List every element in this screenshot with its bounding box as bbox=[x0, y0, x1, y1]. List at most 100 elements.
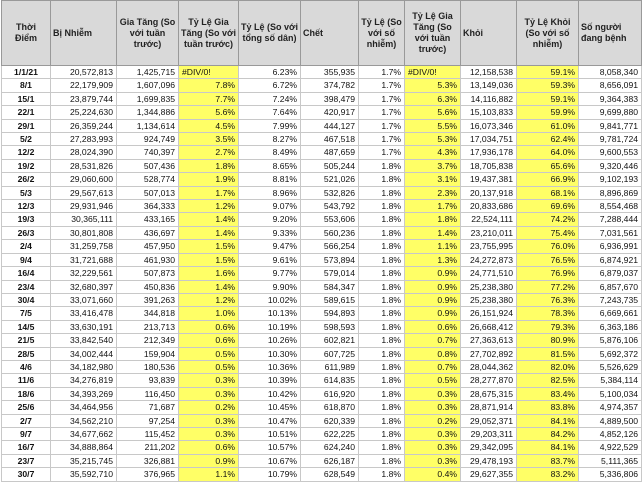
active-cases-cell: 9,600,553 bbox=[578, 145, 642, 160]
increase-rate-cell: 1.4% bbox=[178, 279, 239, 294]
table-row: 12/2 28,024,390 740,397 2.7% 8.49% 487,659 1.7… bbox=[1, 145, 642, 160]
death-rate-cell: 1.7% bbox=[358, 145, 405, 160]
increase-rate-cell: 0.6% bbox=[178, 319, 239, 335]
date-cell: 23/4 bbox=[1, 279, 51, 294]
deaths-cell: 573,894 bbox=[300, 252, 359, 268]
death-rate-cell: 1.8% bbox=[358, 413, 405, 428]
recovered-cell: 24,272,873 bbox=[460, 252, 517, 268]
increase-rate-cell: 1.5% bbox=[178, 239, 239, 254]
date-cell: 30/4 bbox=[1, 292, 51, 308]
population-rate-cell: 10.42% bbox=[238, 386, 301, 402]
recovered-cell: 29,478,193 bbox=[460, 453, 517, 469]
infected-cell: 23,879,744 bbox=[50, 91, 117, 107]
recovery-rate-cell: 80.9% bbox=[516, 333, 579, 348]
deaths-cell: 611,989 bbox=[300, 359, 359, 375]
death-increase-rate-cell: 1.7% bbox=[404, 199, 461, 214]
death-increase-rate-cell: 0.6% bbox=[404, 319, 461, 335]
increase-rate-cell: 0.6% bbox=[178, 333, 239, 348]
population-rate-cell: 9.20% bbox=[238, 212, 301, 227]
deaths-cell: 543,792 bbox=[300, 199, 359, 214]
recovered-cell: 29,203,311 bbox=[460, 426, 517, 442]
active-cases-cell: 4,922,529 bbox=[578, 440, 642, 455]
recovery-rate-cell: 79.3% bbox=[516, 319, 579, 335]
recovered-cell: 28,675,315 bbox=[460, 386, 517, 402]
recovery-rate-cell: 82.0% bbox=[516, 359, 579, 375]
population-rate-cell: 9.77% bbox=[238, 266, 301, 281]
recovered-cell: 23,210,011 bbox=[460, 225, 517, 241]
recovery-rate-cell: 75.4% bbox=[516, 225, 579, 241]
death-increase-rate-cell: 1.3% bbox=[404, 252, 461, 268]
header-row: Thời Điểm Bị Nhiễm Gia Tăng (So với tuần t… bbox=[1, 0, 642, 66]
date-cell: 12/3 bbox=[1, 199, 51, 214]
increase-rate-cell: 1.1% bbox=[178, 467, 239, 482]
death-rate-cell: 1.7% bbox=[358, 91, 405, 107]
recovery-rate-cell: 77.2% bbox=[516, 279, 579, 294]
deaths-cell: 532,826 bbox=[300, 185, 359, 201]
date-cell: 2/4 bbox=[1, 239, 51, 254]
date-cell: 9/7 bbox=[1, 426, 51, 442]
column-header: Chết bbox=[300, 0, 359, 66]
increase-rate-cell: #DIV/0! bbox=[178, 64, 239, 80]
date-cell: 12/2 bbox=[1, 145, 51, 160]
infected-cell: 34,393,269 bbox=[50, 386, 117, 402]
death-increase-rate-cell: 1.8% bbox=[404, 212, 461, 227]
recovery-rate-cell: 76.9% bbox=[516, 266, 579, 281]
infected-cell: 34,562,210 bbox=[50, 413, 117, 428]
active-cases-cell: 7,243,735 bbox=[578, 292, 642, 308]
recovery-rate-cell: 83.8% bbox=[516, 400, 579, 415]
population-rate-cell: 7.24% bbox=[238, 91, 301, 107]
active-cases-cell: 4,852,126 bbox=[578, 426, 642, 442]
death-increase-rate-cell: 0.2% bbox=[404, 413, 461, 428]
increase-rate-cell: 4.5% bbox=[178, 118, 239, 134]
date-cell: 15/1 bbox=[1, 91, 51, 107]
infected-cell: 34,002,444 bbox=[50, 346, 117, 361]
deaths-cell: 626,187 bbox=[300, 453, 359, 469]
infected-cell: 33,071,660 bbox=[50, 292, 117, 308]
recovered-cell: 29,342,095 bbox=[460, 440, 517, 455]
population-rate-cell: 10.13% bbox=[238, 306, 301, 321]
date-cell: 26/3 bbox=[1, 225, 51, 241]
increase-cell: 1,344,886 bbox=[116, 105, 179, 120]
recovered-cell: 28,871,914 bbox=[460, 400, 517, 415]
recovery-rate-cell: 76.3% bbox=[516, 292, 579, 308]
recovered-cell: 22,524,111 bbox=[460, 212, 517, 227]
table-row: 9/4 31,721,688 461,930 1.5% 9.61% 573,894 1.8%… bbox=[1, 252, 642, 268]
infected-cell: 29,567,613 bbox=[50, 185, 117, 201]
population-rate-cell: 10.51% bbox=[238, 426, 301, 442]
increase-rate-cell: 1.4% bbox=[178, 225, 239, 241]
increase-cell: 212,349 bbox=[116, 333, 179, 348]
death-increase-rate-cell: 0.3% bbox=[404, 386, 461, 402]
population-rate-cell: 10.79% bbox=[238, 467, 301, 482]
recovery-rate-cell: 62.4% bbox=[516, 132, 579, 147]
infected-cell: 34,464,956 bbox=[50, 400, 117, 415]
table-row: 5/3 29,567,613 507,013 1.7% 8.96% 532,826 1.8%… bbox=[1, 185, 642, 201]
deaths-cell: 398,479 bbox=[300, 91, 359, 107]
death-rate-cell: 1.8% bbox=[358, 453, 405, 469]
increase-rate-cell: 7.7% bbox=[178, 91, 239, 107]
recovery-rate-cell: 61.0% bbox=[516, 118, 579, 134]
death-rate-cell: 1.8% bbox=[358, 386, 405, 402]
death-rate-cell: 1.8% bbox=[358, 373, 405, 388]
deaths-cell: 614,835 bbox=[300, 373, 359, 388]
increase-rate-cell: 5.6% bbox=[178, 105, 239, 120]
increase-cell: 326,881 bbox=[116, 453, 179, 469]
active-cases-cell: 9,364,383 bbox=[578, 91, 642, 107]
death-rate-cell: 1.8% bbox=[358, 440, 405, 455]
death-rate-cell: 1.8% bbox=[358, 306, 405, 321]
increase-rate-cell: 0.9% bbox=[178, 453, 239, 469]
infected-cell: 31,259,758 bbox=[50, 239, 117, 254]
infected-cell: 27,283,993 bbox=[50, 132, 117, 147]
recovery-rate-cell: 83.4% bbox=[516, 386, 579, 402]
table-row: 8/1 22,179,909 1,607,096 7.8% 6.72% 374,782 1.… bbox=[1, 78, 642, 93]
increase-cell: 528,774 bbox=[116, 172, 179, 187]
death-increase-rate-cell: 0.9% bbox=[404, 306, 461, 321]
deaths-cell: 602,821 bbox=[300, 333, 359, 348]
infected-cell: 34,677,662 bbox=[50, 426, 117, 442]
population-rate-cell: 10.67% bbox=[238, 453, 301, 469]
table-row: 19/3 30,365,111 433,165 1.4% 9.20% 553,606 1.8… bbox=[1, 212, 642, 227]
active-cases-cell: 9,320,446 bbox=[578, 158, 642, 174]
infected-cell: 30,801,808 bbox=[50, 225, 117, 241]
active-cases-cell: 9,699,880 bbox=[578, 105, 642, 120]
table-row: 22/1 25,224,630 1,344,886 5.6% 7.64% 420,917 1… bbox=[1, 105, 642, 120]
death-rate-cell: 1.7% bbox=[358, 105, 405, 120]
